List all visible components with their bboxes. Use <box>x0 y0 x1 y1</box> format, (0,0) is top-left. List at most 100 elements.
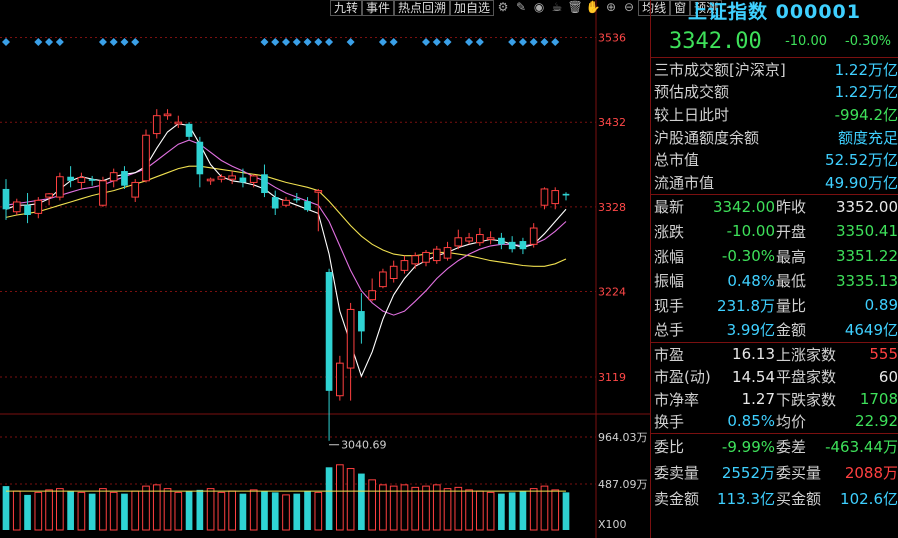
field-value: 555 <box>869 345 898 364</box>
ma10-line <box>5 139 567 316</box>
field-label: 涨幅 <box>654 247 685 266</box>
toolbar-button-0[interactable]: 九转 <box>330 0 363 16</box>
market-row-label: 沪股通额度余额 <box>654 128 760 147</box>
volume-bar <box>368 479 376 531</box>
y-tick-label: 3119 <box>598 371 626 384</box>
index-code: 000001 <box>775 1 861 23</box>
toolbar-button-4[interactable]: 均线 <box>638 0 671 16</box>
volume-bar <box>336 464 344 531</box>
volume-bar <box>400 484 409 531</box>
field-label: 开盘 <box>776 222 807 241</box>
field-value: 22.92 <box>855 412 898 431</box>
event-marker <box>98 38 107 46</box>
candle-body <box>163 113 172 117</box>
zoom-in-icon[interactable]: ⊕ <box>606 0 617 14</box>
candle-body <box>293 198 301 201</box>
event-marker <box>443 38 452 46</box>
hand-icon[interactable]: ✋ <box>585 0 601 14</box>
event-marker <box>282 38 290 46</box>
volume-bar <box>45 489 53 531</box>
candle-body <box>465 237 473 242</box>
kline-chart[interactable]: 3536 3432 3328 3224 3119 3040.69 964.03万 487.09… <box>0 0 650 538</box>
price-header: 3342.00 -10.00 -0.30% <box>651 26 898 58</box>
stat-row: 市盈(动) 14.54 平盘家数 60 <box>651 366 898 388</box>
field-label: 委买量 <box>776 464 822 483</box>
pen-icon[interactable]: ✎ <box>516 0 527 14</box>
volume-bar <box>325 467 333 530</box>
event-marker <box>120 38 129 46</box>
market-row: 较上日此时 -994.2亿 <box>651 103 898 126</box>
volume-bar <box>228 490 236 531</box>
candle-body <box>261 174 268 194</box>
toolbar-button-6[interactable]: 预测 <box>690 0 723 16</box>
toolbar-button-1[interactable]: 事件 <box>362 0 395 16</box>
volume-bar <box>304 491 311 530</box>
kline-chart-area[interactable]: 3536 3432 3328 3224 3119 3040.69 964.03万 487.09… <box>0 0 650 538</box>
quote-table: 最新 3342.00 昨收 3352.00 涨跌 -10.00 开盘 3350.41 涨幅 -0.… <box>651 195 898 344</box>
candle-body <box>206 178 215 182</box>
y-tick-label: 3328 <box>598 201 626 214</box>
candle-body <box>411 255 420 265</box>
candle-body <box>77 177 86 183</box>
pin-icon[interactable]: ➜ <box>726 0 737 14</box>
candle-body <box>540 188 549 206</box>
candle-body <box>24 205 31 215</box>
event-marker <box>325 38 334 46</box>
field-value: 2088万 <box>844 464 898 483</box>
volume-bar <box>239 493 247 530</box>
market-row: 流通市值 49.90万亿 <box>651 171 898 194</box>
volume-bar <box>508 492 516 530</box>
candle-body <box>379 271 387 288</box>
zoom-out-icon[interactable]: ⊖ <box>624 0 635 14</box>
field-label: 平盘家数 <box>776 368 837 387</box>
field-value: 1.27 <box>741 390 775 409</box>
event-marker <box>131 38 140 46</box>
toolbar-button-2[interactable]: 热点回溯 <box>394 0 451 16</box>
candle-body <box>152 115 161 135</box>
quote-row: 振幅 0.48% 最低 3335.13 <box>651 268 898 293</box>
market-row-value: -994.2亿 <box>834 105 898 124</box>
y-tick-label: 3536 <box>598 32 626 45</box>
volume-bar <box>358 473 365 530</box>
candle-body <box>519 241 527 250</box>
market-summary: 三市成交额[沪深京] 1.22万亿 预估成交额 1.22万亿 较上日此时 -994.2亿沪… <box>651 58 898 195</box>
field-value: 3342.00 <box>712 197 775 216</box>
order-row: 卖金额 113.3亿 买金额 102.6亿 <box>651 486 898 512</box>
field-label: 委卖量 <box>654 464 700 483</box>
event-marker <box>55 38 64 46</box>
field-value: 1708 <box>859 390 898 409</box>
volume-bar <box>99 488 107 531</box>
settings-icon[interactable]: ⚙ <box>497 0 509 14</box>
toolbar-button-3[interactable]: 加自选 <box>450 0 495 16</box>
volume-bar <box>261 491 268 530</box>
field-value: -463.44万 <box>825 438 898 457</box>
candle-body <box>174 121 183 125</box>
volume-bar <box>379 484 387 531</box>
volume-bar <box>109 491 118 531</box>
field-label: 振幅 <box>654 272 685 291</box>
order-book-summary: 委比 -9.99% 委差 -463.44万 委卖量 2552万 委买量 2088万 卖金额 113… <box>651 434 898 512</box>
field-value: 3.99亿 <box>726 321 775 340</box>
trash-icon[interactable]: 🗑 <box>567 0 583 14</box>
toolbar-button-5[interactable]: 窗 <box>670 0 691 16</box>
eye-icon[interactable]: ◉ <box>533 0 545 14</box>
market-row-value: 52.52万亿 <box>825 151 898 170</box>
cup-icon[interactable]: ☕ <box>551 0 563 14</box>
market-row-label: 流通市值 <box>654 173 715 192</box>
candle-body <box>228 175 236 180</box>
volume-bar <box>24 494 31 530</box>
candle-body <box>314 190 323 193</box>
field-label: 换手 <box>654 412 685 431</box>
candle-body <box>358 311 365 332</box>
stat-row: 换手 0.85% 均价 22.92 <box>651 410 898 432</box>
candle-body <box>67 176 74 181</box>
candle-body <box>217 176 226 180</box>
market-row: 总市值 52.52万亿 <box>651 148 898 171</box>
event-marker <box>45 38 54 46</box>
candle-body <box>56 176 64 198</box>
field-value: -0.30% <box>721 247 775 266</box>
market-row-value: 额度充足 <box>837 128 898 147</box>
candle-body <box>476 234 484 244</box>
event-marker <box>2 38 10 46</box>
field-value: -10.00 <box>726 222 775 241</box>
